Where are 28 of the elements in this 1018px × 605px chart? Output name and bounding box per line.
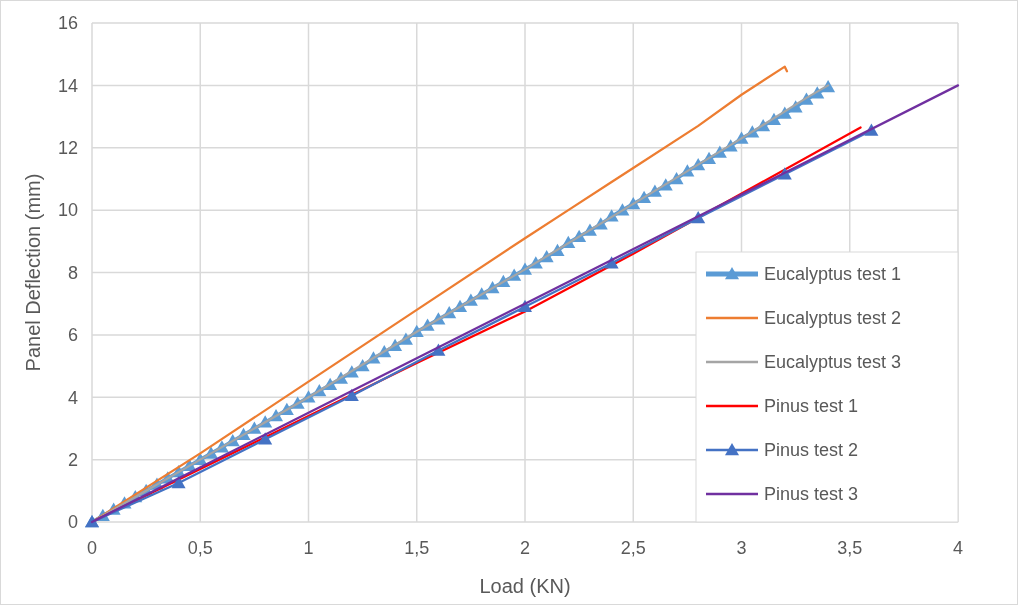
y-tick-label: 16 <box>57 13 78 34</box>
legend-label: Eucalyptus test 1 <box>764 264 902 285</box>
x-tick-label: 0 <box>86 538 98 558</box>
x-tick-label: 4 <box>952 538 964 558</box>
y-tick-label: 10 <box>57 200 78 221</box>
x-tick-label: 3,5 <box>837 538 863 558</box>
y-tick-label: 6 <box>67 325 78 346</box>
x-tick-label: 3 <box>736 538 747 558</box>
x-axis-title: Load (KN) <box>479 575 571 597</box>
y-tick-label: 12 <box>57 138 78 159</box>
x-tick-label: 1 <box>303 538 314 558</box>
point <box>258 432 273 445</box>
y-tick-label: 0 <box>67 512 78 533</box>
x-tick-label: 2,5 <box>620 538 646 558</box>
point <box>344 388 359 401</box>
legend-label: Pinus test 3 <box>764 484 859 505</box>
legend-label: Eucalyptus test 3 <box>764 352 902 373</box>
x-tick-label: 1,5 <box>404 538 430 558</box>
y-tick-label: 14 <box>57 75 78 96</box>
y-tick-label: 2 <box>67 449 78 470</box>
y-axis-title: Panel Deflection (mm) <box>22 173 44 372</box>
x-tick-label: 0,5 <box>187 538 213 558</box>
y-tick-label: 8 <box>67 262 78 283</box>
x-tick-label: 2 <box>519 538 531 558</box>
legend-label: Pinus test 2 <box>764 440 859 461</box>
legend-label: Eucalyptus test 2 <box>764 308 902 329</box>
y-tick-label: 4 <box>67 387 78 408</box>
legend-label: Pinus test 1 <box>764 396 859 417</box>
